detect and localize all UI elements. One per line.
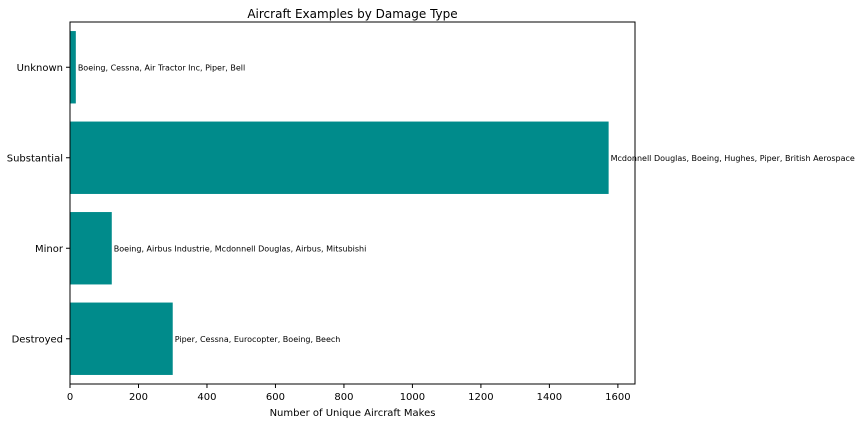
bar-annotation: Boeing, Airbus Industrie, Mcdonnell Doug…: [114, 244, 367, 253]
x-tick-label: 400: [197, 392, 216, 403]
bar-annotation: Piper, Cessna, Eurocopter, Boeing, Beech: [175, 335, 341, 344]
bar-substantial: [70, 121, 609, 194]
x-ticks: 0 200 400 600 800 1000 1200 1400 1600: [67, 384, 631, 403]
x-tick-label: 0: [67, 392, 73, 403]
x-tick-label: 1200: [468, 392, 493, 403]
bar-annotation: Mcdonnell Douglas, Boeing, Hughes, Piper…: [611, 154, 855, 163]
bar-destroyed: [70, 302, 173, 375]
x-tick-label: 800: [334, 392, 353, 403]
chart-title: Aircraft Examples by Damage Type: [247, 7, 457, 21]
x-axis-label: Number of Unique Aircraft Makes: [270, 408, 436, 419]
y-tick-labels: Destroyed Minor Substantial Unknown: [7, 63, 70, 345]
x-tick-label: 200: [129, 392, 148, 403]
x-tick-label: 1400: [537, 392, 562, 403]
bar-annotation: Boeing, Cessna, Air Tractor Inc, Piper, …: [78, 63, 245, 72]
y-tick-label: Substantial: [7, 153, 63, 164]
bar-minor: [70, 212, 112, 285]
y-tick-label: Minor: [35, 244, 64, 255]
bars-group: [70, 31, 609, 375]
y-tick-label: Destroyed: [12, 334, 63, 345]
bar-unknown: [70, 31, 76, 104]
x-tick-label: 1000: [400, 392, 425, 403]
x-tick-label: 600: [266, 392, 285, 403]
bar-annotations: Piper, Cessna, Eurocopter, Boeing, Beech…: [78, 63, 855, 344]
plot-frame: [69, 21, 636, 385]
y-tick-label: Unknown: [17, 63, 63, 74]
x-tick-label: 1600: [605, 392, 630, 403]
